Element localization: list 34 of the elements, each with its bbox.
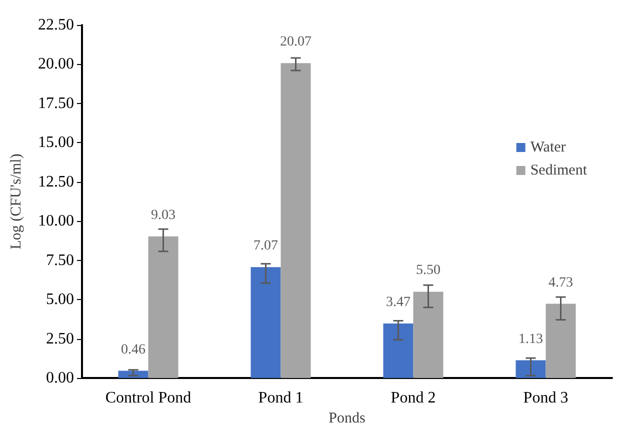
x-tick-label: Pond 2 bbox=[390, 390, 436, 406]
bar bbox=[383, 324, 414, 378]
bar bbox=[546, 304, 576, 378]
y-tick-label: 20.00 bbox=[38, 56, 74, 73]
x-tick-label: Control Pond bbox=[105, 390, 192, 406]
y-tick-label: 5.00 bbox=[46, 291, 74, 308]
data-label: 20.07 bbox=[280, 34, 312, 50]
x-tick-label: Pond 1 bbox=[258, 390, 304, 406]
data-label: 5.50 bbox=[416, 263, 440, 278]
x-tick-label: Pond 3 bbox=[523, 390, 568, 406]
y-tick-label: 7.50 bbox=[46, 252, 74, 269]
y-axis-title: Log (CFU's/ml) bbox=[8, 154, 24, 250]
bar bbox=[250, 267, 281, 378]
bar bbox=[118, 370, 148, 378]
bar bbox=[148, 236, 178, 378]
data-label: 0.46 bbox=[121, 342, 146, 358]
x-axis-title: Ponds bbox=[328, 410, 366, 426]
data-label: 9.03 bbox=[151, 208, 176, 223]
bar bbox=[413, 292, 444, 378]
data-label: 1.13 bbox=[518, 332, 543, 347]
y-tick-label: 15.00 bbox=[38, 134, 74, 152]
legend-label: Sediment bbox=[530, 162, 588, 178]
y-tick-label: 0.00 bbox=[46, 370, 74, 386]
data-label: 7.07 bbox=[254, 238, 278, 254]
legend-label: Water bbox=[530, 140, 566, 156]
data-label: 4.73 bbox=[548, 275, 573, 290]
y-tick-label: 12.50 bbox=[38, 173, 74, 190]
y-tick-label: 17.50 bbox=[38, 94, 74, 112]
data-label: 3.47 bbox=[386, 295, 410, 310]
y-tick-label: 10.00 bbox=[38, 212, 74, 230]
y-tick-label: 2.50 bbox=[46, 330, 74, 348]
bar bbox=[280, 63, 311, 378]
bar bbox=[516, 360, 546, 378]
y-tick-label: 22.50 bbox=[38, 16, 74, 34]
